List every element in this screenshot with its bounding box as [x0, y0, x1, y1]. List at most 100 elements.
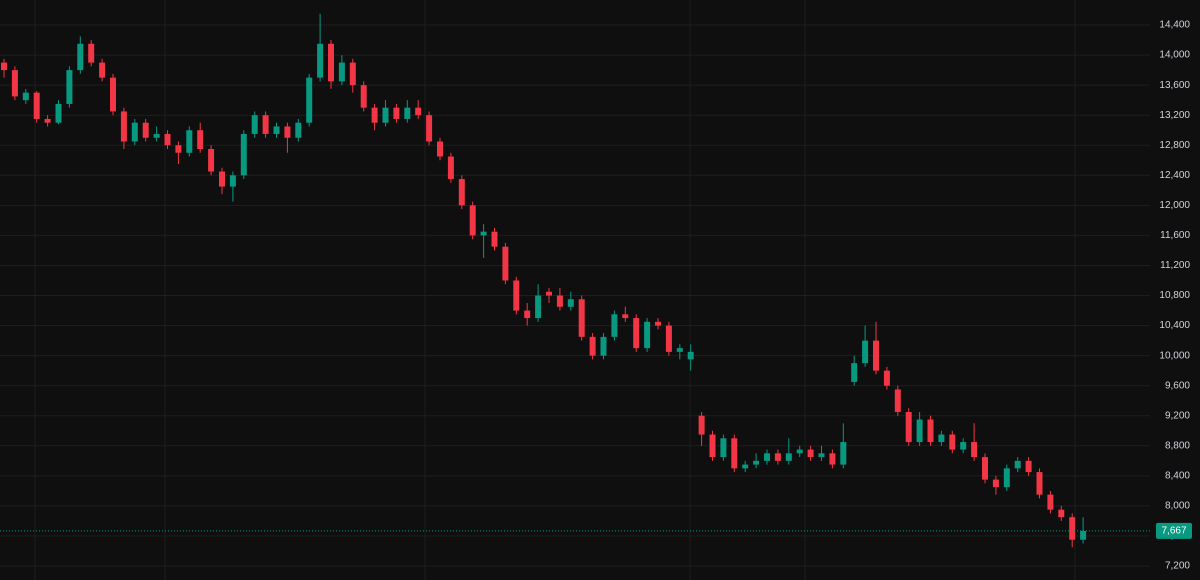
candle-body [535, 295, 542, 319]
candle-body [840, 442, 847, 465]
candle-body [546, 291, 552, 296]
candle-body [665, 325, 672, 352]
candle-body [796, 449, 803, 454]
y-tick-label: 14,400 [1159, 20, 1190, 31]
candle-body [644, 321, 651, 349]
last-price-label: 7,667 [1161, 526, 1186, 537]
candle-body [273, 126, 280, 134]
candle-body [284, 126, 291, 138]
candle-body [120, 111, 127, 142]
candle-body [338, 62, 345, 82]
candle-body [589, 336, 596, 356]
candle-body [251, 115, 258, 134]
candle-body [295, 122, 302, 138]
candle-body [731, 438, 738, 469]
y-tick-label: 10,400 [1159, 320, 1190, 331]
candle-body [1036, 472, 1043, 495]
candle-body [371, 107, 378, 123]
candle-body [229, 175, 236, 187]
candle-body [88, 43, 95, 63]
candle-body [11, 70, 18, 97]
candle-body [66, 70, 73, 104]
candle-body [655, 321, 661, 326]
candle-body [349, 62, 356, 86]
candle-body [306, 77, 313, 123]
candle-body [720, 438, 727, 458]
candle-body [633, 318, 640, 349]
candle-body [22, 92, 29, 101]
candle-body [426, 115, 433, 142]
candle-body [99, 62, 106, 78]
candle-body [927, 419, 934, 443]
y-tick-label: 10,000 [1159, 350, 1190, 361]
candle-body [894, 389, 901, 412]
candle-body [873, 340, 879, 371]
candle-body [186, 130, 193, 153]
candle-body [164, 133, 171, 146]
candle-body [785, 453, 792, 461]
candle-body [1025, 460, 1032, 473]
candle-body [240, 133, 247, 176]
candle-body [971, 442, 978, 458]
candle-body [262, 115, 269, 134]
y-tick-label: 13,600 [1159, 80, 1190, 91]
time-grid [34, 0, 1076, 580]
y-tick-label: 10,800 [1159, 290, 1190, 301]
candle-body [774, 453, 781, 461]
candle-body [142, 122, 149, 138]
candle-body [502, 246, 509, 281]
candle-body [992, 479, 999, 488]
candle-body [415, 107, 422, 116]
candle-body [1047, 494, 1054, 510]
candle-body [622, 314, 629, 319]
candle-body [567, 299, 574, 307]
candle-body [153, 133, 160, 138]
candle-body [328, 43, 334, 82]
candle-body [480, 231, 487, 236]
candle-body [404, 107, 411, 119]
candle-body [1014, 460, 1021, 469]
candle-body [851, 363, 858, 382]
y-tick-label: 7,200 [1165, 561, 1190, 572]
candle-body [578, 299, 585, 337]
y-tick-label: 13,200 [1159, 110, 1190, 121]
candle-body [382, 107, 389, 123]
candle-body [33, 92, 40, 119]
candle-body [219, 171, 225, 187]
candle-body [197, 130, 204, 150]
y-tick-label: 11,200 [1160, 260, 1190, 271]
candle-body [753, 460, 760, 465]
candle-body [829, 453, 836, 465]
candle-body [1080, 530, 1087, 540]
candle-body [883, 370, 890, 386]
y-tick-label: 9,600 [1165, 380, 1190, 391]
candle-body [447, 156, 454, 180]
candle-body [960, 442, 967, 450]
candle-body [611, 314, 618, 337]
candle-body [360, 85, 367, 108]
candle-body [393, 107, 400, 119]
y-tick-label: 9,200 [1165, 410, 1190, 421]
candle-body [513, 280, 520, 311]
candle-body [818, 453, 825, 458]
candle-body [1069, 517, 1076, 540]
candle-body [175, 145, 182, 153]
candle-body [949, 434, 956, 450]
candle-body [317, 43, 324, 78]
y-tick-label: 11,600 [1160, 230, 1190, 241]
candle-body [469, 205, 476, 236]
candle-body [524, 310, 531, 319]
candle-body [742, 464, 749, 469]
candle-body [600, 336, 607, 356]
candle-body [437, 141, 443, 157]
candle-body [1058, 509, 1065, 518]
candle-body [916, 419, 923, 443]
candle-body [556, 295, 563, 307]
candle-body [905, 411, 912, 443]
last-price-box [1156, 522, 1192, 539]
candle-body [698, 415, 705, 435]
candle-body [491, 231, 498, 247]
